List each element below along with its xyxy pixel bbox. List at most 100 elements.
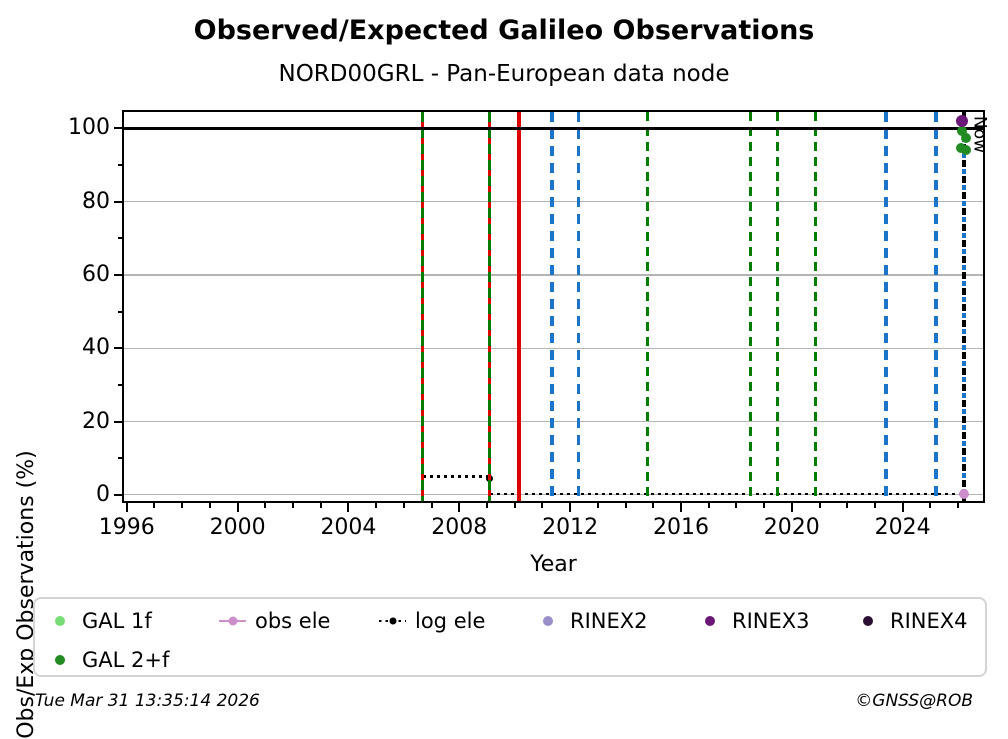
x-minor-tick-2005 xyxy=(375,503,378,508)
reference-line-100 xyxy=(124,126,983,130)
event-line-red-2010.15 xyxy=(517,112,521,501)
log-ele-segment xyxy=(422,475,490,478)
y-minor-tick-30 xyxy=(118,383,122,386)
legend-marker-dot xyxy=(54,655,65,665)
x-minor-tick-2025 xyxy=(929,503,932,508)
x-minor-tick-2015 xyxy=(652,503,655,508)
x-minor-tick-2011 xyxy=(541,503,544,508)
legend-item-rinex2: RINEX2 xyxy=(534,608,648,634)
x-minor-tick-2018 xyxy=(735,503,738,508)
x-minor-tick-2026 xyxy=(957,503,960,508)
x-major-tick-2020 xyxy=(790,503,793,512)
x-minor-tick-2017 xyxy=(707,503,710,508)
chart-subtitle: NORD00GRL - Pan-European data node xyxy=(278,61,730,87)
y-tick-label-60: 60 xyxy=(82,261,110,287)
y-tick-label-80: 80 xyxy=(82,188,110,214)
x-major-tick-2024 xyxy=(901,503,904,512)
event-line-blue-black-2026.2 xyxy=(961,112,966,501)
x-minor-tick-2006 xyxy=(402,503,405,508)
legend: GAL 1f obs ele log ele RINEX2 RINEX3 RINEX4 GA… xyxy=(33,597,987,677)
x-tick-label-2000: 2000 xyxy=(209,515,266,540)
data-point-rinex3 xyxy=(956,115,969,128)
chart-title: Observed/Expected Galileo Observations xyxy=(193,15,815,46)
data-point-gal-2+f xyxy=(957,125,968,136)
y-major-tick-20 xyxy=(114,420,122,423)
x-minor-tick-1998 xyxy=(181,503,184,508)
y-tick-label-20: 20 xyxy=(82,408,110,434)
x-major-tick-1996 xyxy=(125,503,128,512)
x-tick-label-2012: 2012 xyxy=(542,515,599,540)
dot-icon xyxy=(696,608,723,634)
event-line-green-2019.5 xyxy=(776,112,780,501)
data-point-gal-2+f xyxy=(961,133,972,144)
data-point-gal-2+f xyxy=(955,142,966,153)
x-tick-label-2020: 2020 xyxy=(763,515,820,540)
y-tick-label-0: 0 xyxy=(96,481,110,507)
legend-label: RINEX3 xyxy=(732,609,810,633)
y-minor-tick-10 xyxy=(118,457,122,460)
dot-icon xyxy=(46,608,73,634)
x-major-tick-2016 xyxy=(679,503,682,512)
legend-label: GAL 1f xyxy=(82,609,152,633)
x-major-tick-2008 xyxy=(458,503,461,512)
x-minor-tick-2002 xyxy=(292,503,295,508)
dot-icon xyxy=(46,647,73,673)
event-line-blue-2023.4 xyxy=(884,112,888,501)
x-minor-tick-2019 xyxy=(763,503,766,508)
legend-label: RINEX4 xyxy=(890,609,968,633)
legend-marker-dot xyxy=(704,616,715,626)
x-minor-tick-1997 xyxy=(153,503,156,508)
legend-item-rinex3: RINEX3 xyxy=(696,608,810,634)
x-major-tick-2004 xyxy=(347,503,350,512)
x-minor-tick-2014 xyxy=(624,503,627,508)
event-line-blue-2011.35 xyxy=(550,112,554,501)
event-line-green-2014.8 xyxy=(646,112,649,501)
x-tick-label-2004: 2004 xyxy=(320,515,377,540)
y-minor-tick-90 xyxy=(118,164,122,167)
legend-marker-dot xyxy=(862,616,873,626)
copyright: ©GNSS@ROB xyxy=(855,691,973,711)
dotted-line-dot-icon xyxy=(379,608,406,634)
x-minor-tick-2022 xyxy=(846,503,849,508)
legend-marker-dot xyxy=(54,616,65,626)
legend-label: GAL 2+f xyxy=(82,648,170,672)
y-major-tick-60 xyxy=(114,273,122,276)
x-major-tick-2000 xyxy=(236,503,239,512)
x-minor-tick-2013 xyxy=(596,503,599,508)
y-tick-label-40: 40 xyxy=(82,335,110,361)
event-line-green-2018.5 xyxy=(748,112,752,501)
x-minor-tick-2001 xyxy=(264,503,267,508)
legend-label: obs ele xyxy=(255,609,331,633)
dot-icon xyxy=(854,608,881,634)
y-major-tick-40 xyxy=(114,347,122,350)
legend-marker-dot xyxy=(389,617,396,625)
legend-label: RINEX2 xyxy=(570,609,648,633)
event-line-green-red-2006.68 xyxy=(421,112,424,501)
x-minor-tick-2010 xyxy=(513,503,516,508)
legend-item-log-ele: log ele xyxy=(379,608,485,634)
legend-label: log ele xyxy=(415,609,486,633)
y-minor-tick-50 xyxy=(118,310,122,313)
legend-marker-dot xyxy=(542,616,553,626)
x-minor-tick-2003 xyxy=(319,503,322,508)
x-tick-label-2024: 2024 xyxy=(874,515,931,540)
now-label: Now xyxy=(969,116,990,154)
x-minor-tick-2009 xyxy=(485,503,488,508)
timestamp: Tue Mar 31 13:35:14 2026 xyxy=(35,691,260,711)
x-major-tick-2012 xyxy=(569,503,572,512)
x-tick-label-1996: 1996 xyxy=(98,515,155,540)
event-line-green-2020.85 xyxy=(813,112,817,501)
data-point-gal-2+f xyxy=(961,145,972,156)
event-line-green-red-2009.1 xyxy=(488,112,492,501)
x-minor-tick-2007 xyxy=(430,503,433,508)
y-major-tick-0 xyxy=(114,493,122,496)
legend-item-obs-ele: obs ele xyxy=(219,608,330,634)
y-minor-tick-70 xyxy=(118,237,122,240)
x-tick-label-2016: 2016 xyxy=(652,515,709,540)
y-major-tick-100 xyxy=(114,127,122,130)
data-point-obs-ele xyxy=(958,488,969,499)
x-minor-tick-2023 xyxy=(873,503,876,508)
event-line-blue-2025.2 xyxy=(934,112,938,501)
dot-icon xyxy=(534,608,561,634)
